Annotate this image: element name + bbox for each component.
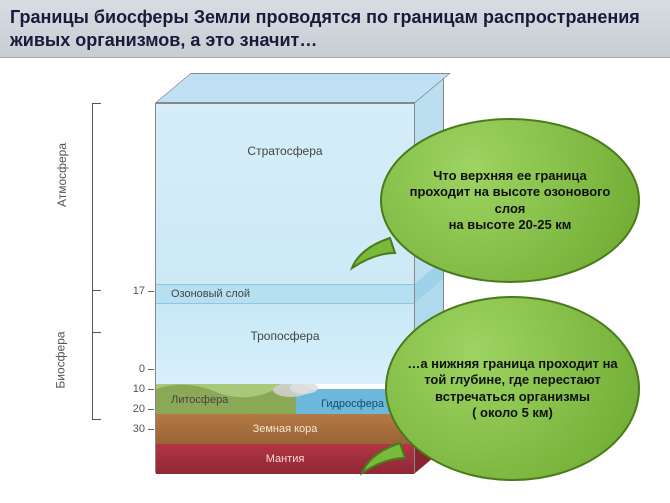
tick-line (148, 369, 154, 370)
biosphere-label: Биосфера (54, 331, 68, 388)
hydrosphere-label: Гидросфера (321, 398, 384, 410)
stratosphere-label: Стратосфера (247, 144, 322, 158)
layer-ozone: Озоновый слой (156, 284, 414, 304)
atmosphere-label: Атмосфера (55, 143, 69, 207)
tick-20: 20 (115, 403, 145, 415)
page-title: Границы биосферы Земли проводятся по гра… (0, 0, 670, 58)
bubble-lower-text: …а нижняя граница проходит на той глубин… (407, 356, 618, 421)
layer-surface: Литосфера Гидросфера (156, 384, 414, 414)
troposphere-label: Тропосфера (250, 329, 319, 343)
biosphere-bracket (92, 290, 100, 420)
ozone-label: Озоновый слой (171, 288, 250, 300)
tick-17: 17 (115, 285, 145, 297)
tick-line (148, 389, 154, 390)
tick-line (148, 409, 154, 410)
tick-0: 0 (115, 363, 145, 375)
tick-30: 30 (115, 423, 145, 435)
tick-line (148, 429, 154, 430)
cube-front-face: Стратосфера Озоновый слой Тропосфера Лит… (155, 103, 415, 473)
bubble-upper: Что верхняя ее граница проходит на высот… (380, 118, 640, 283)
bubble-lower-tail (360, 438, 410, 478)
bubble-lower: …а нижняя граница проходит на той глубин… (385, 296, 640, 481)
diagram: Атмосфера Биосфера 17 0 10 20 30 Стратос… (0, 58, 670, 503)
layer-troposphere: Тропосфера (156, 304, 414, 384)
tick-10: 10 (115, 383, 145, 395)
tick-line (148, 291, 154, 292)
mantle-label: Мантия (266, 453, 305, 465)
crust-label: Земная кора (253, 423, 318, 435)
cube-top-face (155, 73, 451, 103)
lithosphere-label: Литосфера (171, 394, 228, 406)
bubble-upper-text: Что верхняя ее граница проходит на высот… (402, 168, 618, 233)
bubble-upper-tail (350, 233, 400, 273)
